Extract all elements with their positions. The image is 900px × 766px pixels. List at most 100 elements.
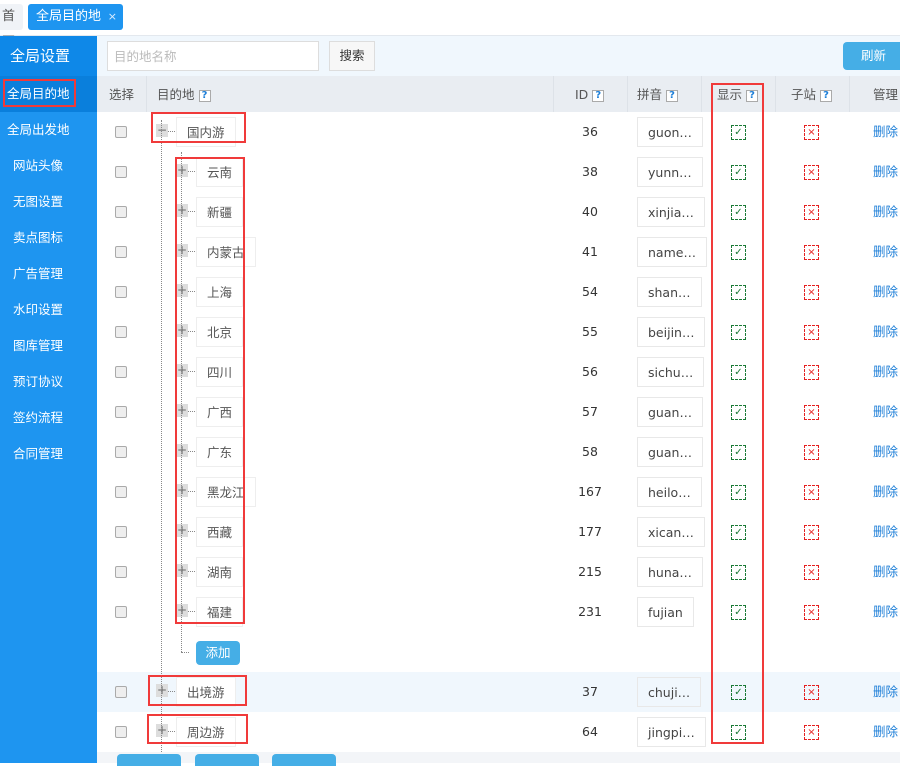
- show-check-icon[interactable]: ✓: [731, 165, 746, 180]
- pinyin-field[interactable]: heilo…: [637, 477, 702, 507]
- refresh-button[interactable]: 刷新: [843, 42, 900, 70]
- destination-name[interactable]: 四川: [196, 357, 244, 387]
- search-button[interactable]: 搜索: [329, 41, 375, 71]
- pinyin-field[interactable]: xican…: [637, 517, 705, 547]
- delete-link[interactable]: 删除: [873, 484, 899, 499]
- expand-icon[interactable]: +: [176, 523, 188, 537]
- collapse-icon[interactable]: −: [156, 123, 168, 137]
- pinyin-field[interactable]: name…: [637, 237, 707, 267]
- sidebar-item[interactable]: 广告管理: [13, 266, 64, 281]
- sidebar-item[interactable]: 预订协议: [13, 374, 64, 389]
- footer-button[interactable]: [195, 754, 259, 766]
- sidebar-item[interactable]: 网站头像: [13, 158, 64, 173]
- pinyin-field[interactable]: beijin…: [637, 317, 706, 347]
- delete-link[interactable]: 删除: [873, 524, 899, 539]
- substation-x-icon[interactable]: ×: [804, 685, 819, 700]
- help-icon[interactable]: ?: [746, 89, 759, 102]
- expand-icon[interactable]: +: [176, 563, 188, 577]
- destination-name[interactable]: 周边游: [176, 717, 236, 747]
- row-checkbox[interactable]: [115, 286, 127, 298]
- add-button[interactable]: 添加: [196, 641, 240, 665]
- row-checkbox[interactable]: [115, 726, 127, 738]
- pinyin-field[interactable]: fujian: [637, 597, 694, 627]
- destination-name[interactable]: 新疆: [196, 197, 244, 227]
- delete-link[interactable]: 删除: [873, 284, 899, 299]
- help-icon[interactable]: ?: [592, 89, 605, 102]
- row-checkbox[interactable]: [115, 486, 127, 498]
- help-icon[interactable]: ?: [820, 89, 833, 102]
- row-checkbox[interactable]: [115, 166, 127, 178]
- sidebar-item[interactable]: 卖点图标: [13, 230, 64, 245]
- expand-icon[interactable]: +: [176, 243, 188, 257]
- sidebar-item[interactable]: 水印设置: [13, 302, 64, 317]
- expand-icon[interactable]: +: [176, 283, 188, 297]
- delete-link[interactable]: 删除: [873, 364, 899, 379]
- expand-icon[interactable]: +: [176, 483, 188, 497]
- show-check-icon[interactable]: ✓: [731, 365, 746, 380]
- row-checkbox[interactable]: [115, 406, 127, 418]
- show-check-icon[interactable]: ✓: [731, 605, 746, 620]
- delete-link[interactable]: 删除: [873, 724, 899, 739]
- expand-icon[interactable]: +: [156, 683, 168, 697]
- substation-x-icon[interactable]: ×: [804, 525, 819, 540]
- delete-link[interactable]: 删除: [873, 204, 899, 219]
- destination-name[interactable]: 广西: [196, 397, 244, 427]
- substation-x-icon[interactable]: ×: [804, 405, 819, 420]
- show-check-icon[interactable]: ✓: [731, 285, 746, 300]
- destination-name[interactable]: 云南: [196, 157, 244, 187]
- destination-name[interactable]: 内蒙古: [196, 237, 256, 267]
- show-check-icon[interactable]: ✓: [731, 205, 746, 220]
- expand-icon[interactable]: +: [176, 363, 188, 377]
- delete-link[interactable]: 删除: [873, 444, 899, 459]
- substation-x-icon[interactable]: ×: [804, 605, 819, 620]
- destination-name[interactable]: 国内游: [176, 117, 236, 147]
- sidebar-item[interactable]: 无图设置: [13, 194, 64, 209]
- row-checkbox[interactable]: [115, 566, 127, 578]
- show-check-icon[interactable]: ✓: [731, 445, 746, 460]
- pinyin-field[interactable]: shan…: [637, 277, 702, 307]
- substation-x-icon[interactable]: ×: [804, 285, 819, 300]
- pinyin-field[interactable]: guan…: [637, 397, 703, 427]
- destination-name[interactable]: 北京: [196, 317, 244, 347]
- tab-home[interactable]: 首页: [0, 4, 23, 50]
- substation-x-icon[interactable]: ×: [804, 565, 819, 580]
- substation-x-icon[interactable]: ×: [804, 325, 819, 340]
- show-check-icon[interactable]: ✓: [731, 525, 746, 540]
- destination-name[interactable]: 出境游: [176, 677, 236, 707]
- pinyin-field[interactable]: chuji…: [637, 677, 702, 707]
- expand-icon[interactable]: +: [156, 723, 168, 737]
- help-icon[interactable]: ?: [666, 89, 679, 102]
- pinyin-field[interactable]: huna…: [637, 557, 703, 587]
- show-check-icon[interactable]: ✓: [731, 485, 746, 500]
- show-check-icon[interactable]: ✓: [731, 325, 746, 340]
- close-icon[interactable]: ×: [107, 10, 117, 23]
- row-checkbox[interactable]: [115, 526, 127, 538]
- delete-link[interactable]: 删除: [873, 244, 899, 259]
- destination-name[interactable]: 广东: [196, 437, 244, 467]
- destination-name[interactable]: 黑龙江: [196, 477, 256, 507]
- delete-link[interactable]: 删除: [873, 404, 899, 419]
- pinyin-field[interactable]: xinjia…: [637, 197, 705, 227]
- substation-x-icon[interactable]: ×: [804, 245, 819, 260]
- delete-link[interactable]: 删除: [873, 324, 899, 339]
- footer-button[interactable]: [117, 754, 181, 766]
- delete-link[interactable]: 删除: [873, 604, 899, 619]
- pinyin-field[interactable]: jingpi…: [637, 717, 706, 747]
- sidebar-item[interactable]: 全局目的地: [0, 76, 97, 112]
- destination-name[interactable]: 湖南: [196, 557, 244, 587]
- row-checkbox[interactable]: [115, 686, 127, 698]
- expand-icon[interactable]: +: [176, 323, 188, 337]
- destination-name[interactable]: 西藏: [196, 517, 244, 547]
- expand-icon[interactable]: +: [176, 163, 188, 177]
- substation-x-icon[interactable]: ×: [804, 205, 819, 220]
- footer-button[interactable]: [272, 754, 336, 766]
- row-checkbox[interactable]: [115, 206, 127, 218]
- show-check-icon[interactable]: ✓: [731, 685, 746, 700]
- pinyin-field[interactable]: yunn…: [637, 157, 703, 187]
- delete-link[interactable]: 删除: [873, 564, 899, 579]
- sidebar-item[interactable]: 签约流程: [13, 410, 64, 425]
- show-check-icon[interactable]: ✓: [731, 725, 746, 740]
- delete-link[interactable]: 删除: [873, 164, 899, 179]
- tab-global-destination[interactable]: 全局目的地 ×: [28, 4, 123, 30]
- show-check-icon[interactable]: ✓: [731, 125, 746, 140]
